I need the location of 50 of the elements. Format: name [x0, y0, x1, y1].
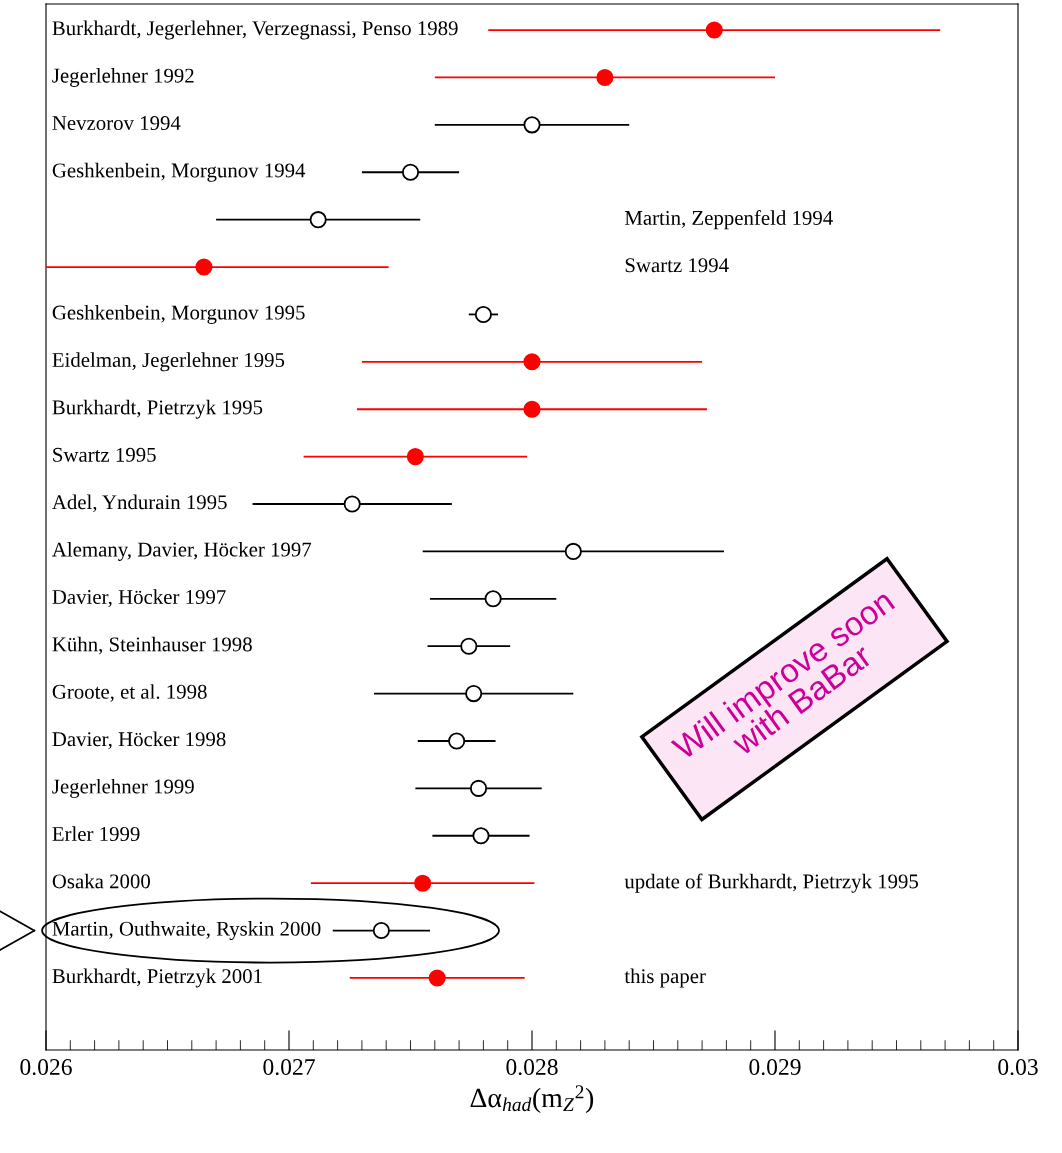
- y-tick-label: Geshkenbein, Morgunov 1994: [52, 162, 306, 182]
- point: [372, 922, 390, 940]
- y-tick-label: Burkhardt, Pietrzyk 2001: [52, 968, 262, 988]
- x-axis-title: Δα$_{had}$(m$_{Z}$$^{2}$): [470, 1085, 594, 1114]
- annotation: update of Burkhardt, Pietrzyk 1995: [624, 873, 919, 893]
- x-tick-label: 0.029: [749, 1059, 801, 1076]
- point: [523, 400, 541, 418]
- point: [523, 116, 541, 134]
- point: [705, 21, 723, 39]
- point: [472, 827, 490, 845]
- y-tick-label: Nevzorov 1994: [52, 116, 181, 131]
- x-tick-label: 0.026: [20, 1059, 72, 1076]
- y-tick-label: Jegerlehner 1999: [52, 778, 194, 798]
- point: [465, 685, 483, 703]
- point: [596, 68, 614, 87]
- y-tick-label: Martin, Zeppenfeld 1994: [624, 210, 833, 230]
- y-tick-label: Geshkenbein, Morgunov 1995: [52, 304, 305, 324]
- point: [343, 495, 361, 513]
- y-tick-label: Alemany, Davier, Höcker 1997: [52, 541, 312, 561]
- y-tick-label: Jegerlehner 1992: [52, 67, 194, 87]
- x-tick-label: 0.028: [506, 1059, 558, 1076]
- y-tick-label: Burkhardt, Jegerlehner, Verzegnassi, Penso 1989: [52, 20, 458, 40]
- point: [469, 779, 488, 797]
- point: [414, 874, 432, 892]
- y-tick-label: Davier, Höcker 1997: [52, 589, 226, 608]
- point: [448, 732, 466, 750]
- y-tick-label: Swartz 1995: [53, 447, 156, 462]
- point: [564, 542, 582, 560]
- y-tick-label: Osaka 2000: [52, 873, 150, 889]
- point: [428, 969, 446, 987]
- y-tick-label: Martin, Outhwaite, Ryskin 2000: [52, 921, 321, 941]
- y-tick-label: Groote, et al. 1998: [52, 684, 207, 702]
- y-tick-label: Erler 1999: [52, 826, 140, 841]
- y-tick-label: Eidelman, Jegerlehner 1995: [52, 352, 285, 372]
- y-tick-label: Burkhardt, Pietrzyk 1995: [52, 399, 263, 419]
- y-tick-label: Kühn, Steinhauser 1998: [52, 636, 252, 655]
- x-tick-label: 0.027: [263, 1059, 315, 1076]
- point: [523, 353, 541, 371]
- y-tick-label: Adel, Yndurain 1995: [52, 494, 227, 513]
- point: [406, 448, 424, 466]
- point: [484, 590, 502, 608]
- y-tick-label: Swartz 1994: [625, 258, 729, 273]
- x-tick-label: 0.03: [998, 1059, 1038, 1076]
- point: [195, 258, 213, 276]
- point: [309, 211, 327, 229]
- y-tick-label: Davier, Höcker 1998: [52, 731, 226, 750]
- point: [474, 305, 492, 323]
- point: [401, 163, 420, 181]
- annotation: this paper: [624, 968, 706, 988]
- point: [460, 637, 478, 655]
